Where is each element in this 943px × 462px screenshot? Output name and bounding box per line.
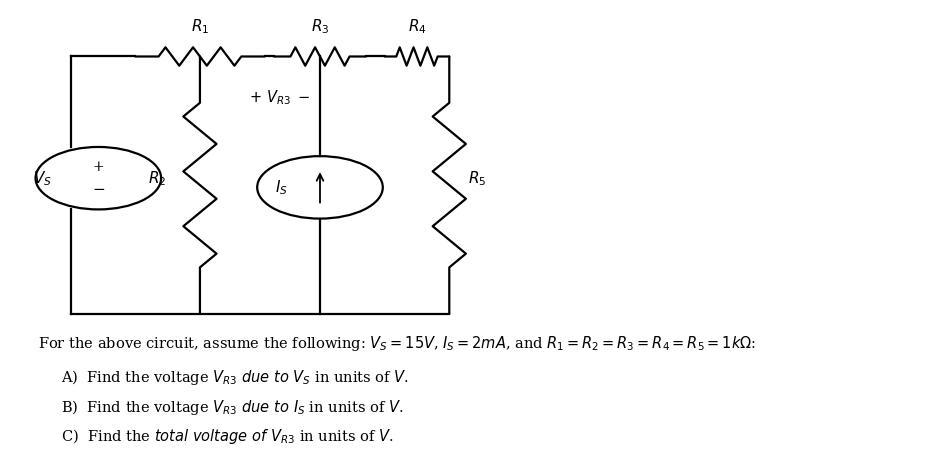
Text: $R_4$: $R_4$	[407, 17, 426, 36]
Text: $I_S$: $I_S$	[274, 178, 288, 197]
Text: $V_S$: $V_S$	[33, 169, 52, 188]
Text: +: +	[92, 160, 104, 174]
Text: C)  Find the $\mathit{total\ voltage\ of\ V_{R3}}$ in units of $V$.: C) Find the $\mathit{total\ voltage\ of\…	[61, 427, 394, 446]
Text: A)  Find the voltage $V_{R3}$ $\mathit{due\ to\ V_S}$ in units of $V$.: A) Find the voltage $V_{R3}$ $\mathit{du…	[61, 369, 409, 388]
Text: $R_3$: $R_3$	[311, 17, 329, 36]
Text: −: −	[92, 182, 105, 197]
Text: B)  Find the voltage $V_{R3}$ $\mathit{due\ to\ I_S}$ in units of $V$.: B) Find the voltage $V_{R3}$ $\mathit{du…	[61, 398, 404, 417]
Text: $+\ V_{R3}\ -$: $+\ V_{R3}\ -$	[249, 89, 310, 107]
Text: For the above circuit, assume the following: $V_S = 15V$, $I_S = 2mA$, and $R_1 : For the above circuit, assume the follow…	[39, 334, 756, 353]
Text: $R_2$: $R_2$	[147, 169, 166, 188]
Text: $R_1$: $R_1$	[190, 17, 209, 36]
Text: $R_5$: $R_5$	[468, 169, 486, 188]
